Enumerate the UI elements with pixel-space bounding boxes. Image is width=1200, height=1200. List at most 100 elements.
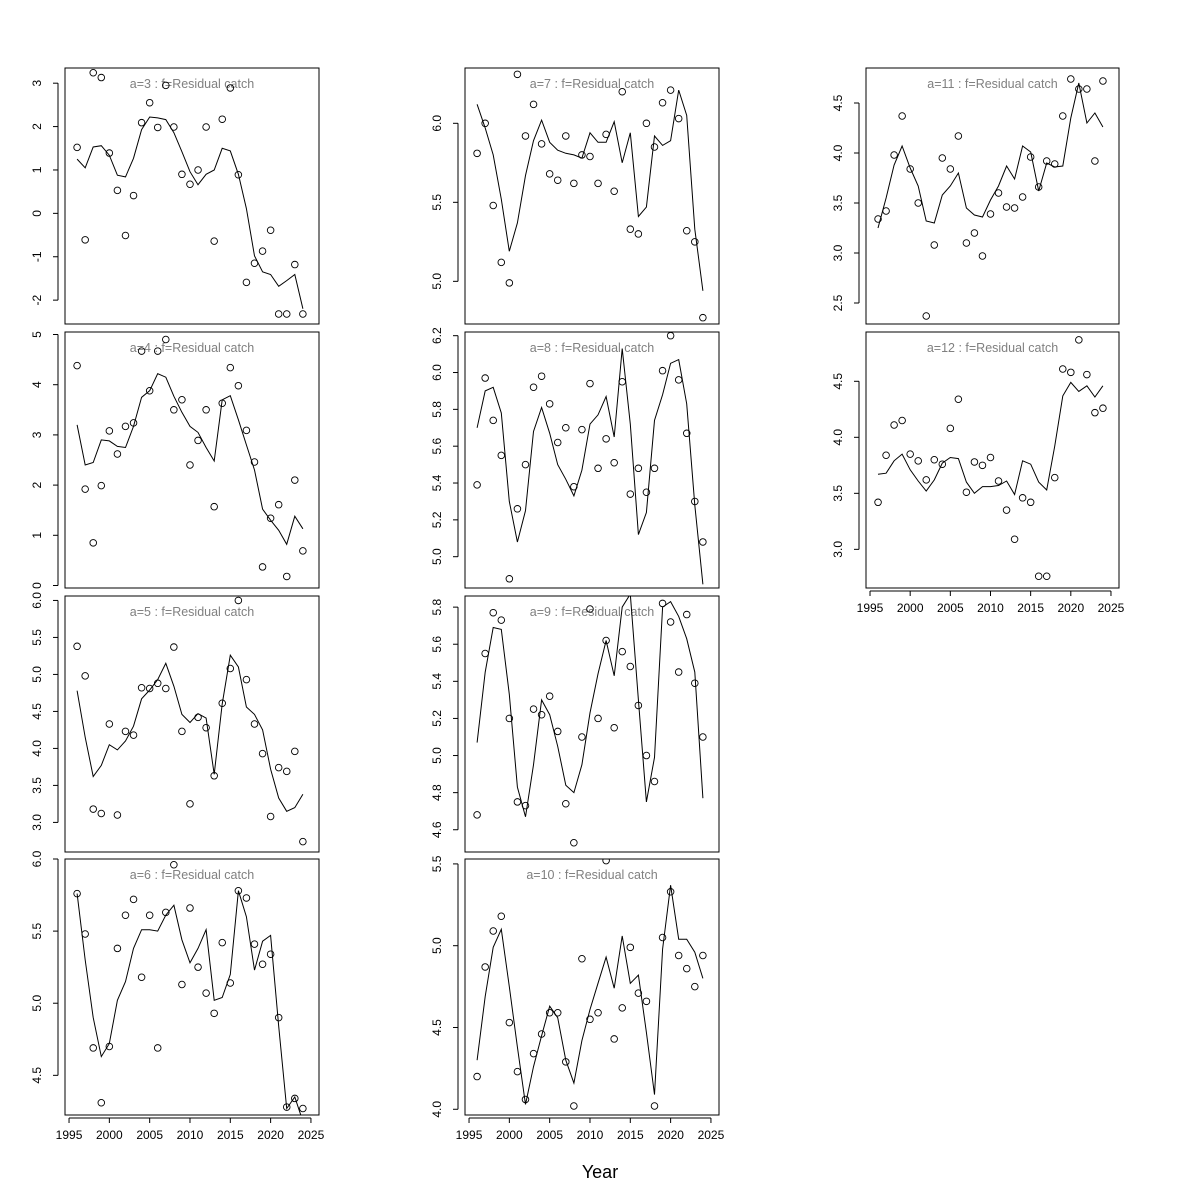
y-tick-label: 4.5 (831, 373, 845, 390)
y-tick-label: 3.0 (30, 814, 44, 831)
observed-point (545, 692, 554, 700)
observed-point (618, 1004, 626, 1012)
y-tick-label: 3.5 (831, 194, 845, 211)
observed-point (537, 140, 546, 148)
x-tick-label: 2015 (617, 1128, 644, 1142)
observed-point (282, 1103, 291, 1111)
panel-title: a=4 : f=Residual catch (130, 341, 254, 355)
observed-point (266, 514, 275, 522)
observed-point (874, 498, 882, 507)
observed-point (497, 912, 506, 921)
observed-point (954, 132, 963, 140)
observed-point (145, 98, 154, 107)
y-tick-label: 3 (30, 80, 44, 87)
observed-point (505, 279, 514, 287)
y-tick-label: 5.2 (430, 710, 444, 727)
observed-point (1050, 473, 1059, 482)
panel-frame (464, 331, 720, 589)
panel-title: a=3 : f=Residual catch (130, 77, 254, 91)
panel-3: a=5 : f=Residual catch 3.0 3.5 4.0 4.5 5.0 5.5… (30, 592, 320, 853)
observed-point (513, 798, 522, 806)
y-tick-label: 5.0 (430, 273, 444, 290)
observed-point (578, 733, 586, 741)
y-tick-label: 4.0 (30, 740, 44, 757)
y-tick-label: 4.8 (430, 784, 444, 801)
observed-point (1010, 535, 1019, 544)
observed-point (291, 260, 299, 269)
observed-point (890, 421, 898, 429)
observed-point (938, 460, 947, 468)
y-tick-label: 5.5 (430, 194, 444, 211)
observed-point (97, 1098, 106, 1107)
y-tick-label: 3.5 (30, 777, 44, 794)
panel-frame (464, 858, 720, 1116)
observed-point (473, 149, 481, 158)
observed-point (178, 980, 186, 989)
x-tick-label: 1995 (456, 1128, 483, 1142)
observed-point (513, 70, 522, 79)
observed-point (1026, 498, 1035, 507)
observed-point (914, 199, 922, 207)
observed-point (1034, 572, 1043, 580)
observed-point (914, 457, 922, 465)
observed-point (489, 201, 497, 210)
observed-point (178, 396, 186, 404)
observed-point (250, 940, 259, 948)
x-tick-label: 2025 (298, 1128, 325, 1142)
observed-point (73, 642, 81, 651)
observed-point (650, 143, 659, 151)
observed-point (105, 427, 114, 435)
observed-point (691, 982, 699, 991)
panel-title: a=10 : f=Residual catch (526, 868, 657, 882)
observed-point (481, 963, 489, 971)
observed-point (537, 710, 546, 719)
observed-point (699, 313, 707, 322)
observed-point (610, 723, 618, 732)
observed-point (234, 170, 243, 179)
fitted-line (476, 89, 704, 291)
y-tick-label: 4.5 (30, 1067, 44, 1084)
fitted-line (877, 82, 1104, 229)
y-tick-label: 5.0 (30, 666, 44, 683)
x-tick-label: 2020 (257, 1128, 284, 1142)
y-tick-label: 5.6 (430, 438, 444, 455)
observed-point (266, 812, 275, 821)
observed-point (970, 229, 979, 237)
observed-point (874, 215, 882, 223)
observed-point (291, 476, 299, 484)
observed-point (73, 143, 81, 152)
observed-point (618, 87, 626, 96)
observed-point (986, 210, 995, 218)
observed-point (650, 464, 659, 473)
observed-point (946, 424, 955, 433)
observed-point (97, 481, 106, 490)
y-tick-label: 4.0 (831, 144, 845, 161)
observed-point (258, 247, 267, 255)
x-tick-label: 2025 (698, 1128, 725, 1142)
panel-data (874, 336, 1107, 580)
observed-point (291, 1094, 299, 1103)
panel-data (874, 75, 1107, 320)
observed-point (978, 252, 987, 260)
y-tick-label: 0 (30, 582, 44, 589)
observed-point (1010, 204, 1019, 212)
observed-point (962, 488, 971, 496)
y-tick-label: -1 (30, 251, 44, 262)
observed-point (594, 1009, 602, 1017)
observed-point (186, 461, 194, 469)
observed-point (186, 800, 194, 808)
observed-point (473, 1072, 481, 1081)
observed-point (1083, 370, 1091, 379)
observed-point (682, 227, 691, 235)
observed-point (1059, 365, 1067, 373)
observed-point (266, 226, 275, 235)
observed-point (529, 705, 538, 713)
observed-point (954, 395, 963, 403)
observed-point (1018, 193, 1027, 201)
observed-point (938, 154, 947, 162)
observed-point (81, 236, 89, 244)
observed-point (946, 165, 955, 173)
panel-9: a=11 : f=Residual catch 2.5 3.0 3.5 4.0 4.5 (831, 67, 1120, 325)
observed-point (882, 451, 890, 459)
observed-point (634, 230, 643, 238)
